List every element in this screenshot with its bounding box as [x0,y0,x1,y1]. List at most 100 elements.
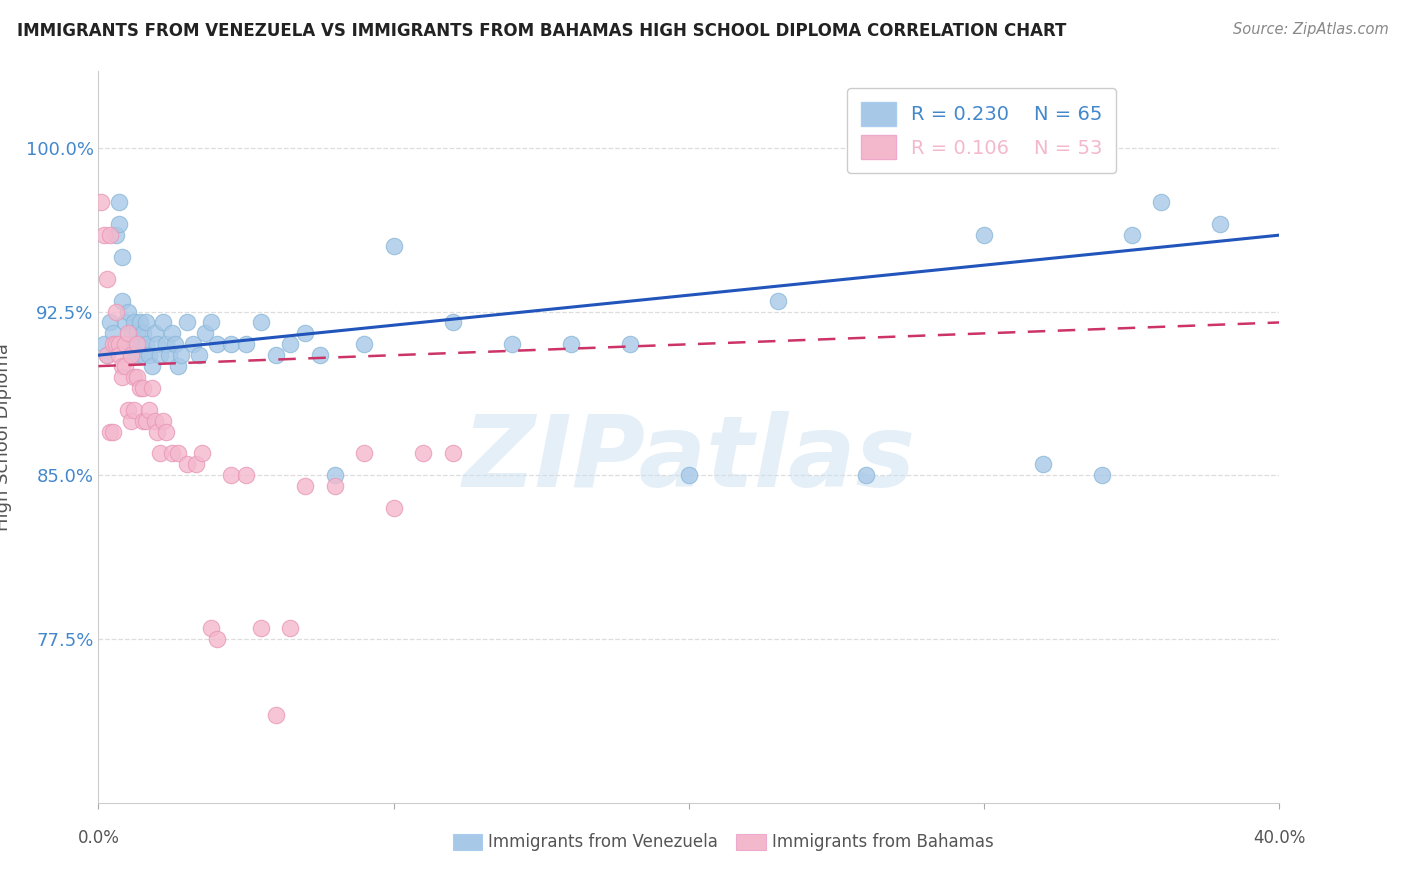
Point [111,359,134,373]
Point [108,195,131,210]
Point [96,348,118,362]
Point [117,304,139,318]
Point [114,337,136,351]
Point [176,315,198,329]
Point [132,348,155,362]
Text: 0.0%: 0.0% [77,829,120,847]
Point [280,621,302,635]
Point [560,337,582,351]
Point [205,632,228,646]
Point [103,425,125,439]
Y-axis label: High School Diploma: High School Diploma [0,343,11,531]
Text: Immigrants from Venezuela: Immigrants from Venezuela [488,833,718,851]
Point [155,337,177,351]
Point [170,348,193,362]
Point [138,348,160,362]
Point [176,458,198,472]
Point [250,621,273,635]
Point [93,337,115,351]
Point [117,337,139,351]
Point [96,348,118,362]
Point [200,315,222,329]
Point [122,402,145,417]
Point [280,337,302,351]
Point [98,425,121,439]
Point [125,370,148,384]
Point [353,337,375,351]
Point [120,348,142,362]
Point [441,446,464,460]
Point [1150,195,1173,210]
Point [501,337,523,351]
Point [138,402,160,417]
Text: ZIPatlas: ZIPatlas [463,410,915,508]
Point [105,304,128,318]
Point [90,195,112,210]
Point [128,315,150,329]
Point [1121,228,1143,243]
Point [141,381,163,395]
Point [146,337,169,351]
Point [235,337,257,351]
Point [93,228,115,243]
Point [135,315,157,329]
Point [111,250,134,264]
Point [96,272,118,286]
Point [181,337,204,351]
Point [120,414,142,428]
Point [264,348,287,362]
Point [98,315,121,329]
Point [165,337,187,351]
Point [264,708,287,723]
Point [120,326,142,341]
Point [619,337,641,351]
Point [117,402,139,417]
Point [122,370,145,384]
Point [157,348,180,362]
Point [98,228,121,243]
Point [323,479,346,493]
Point [132,326,155,341]
Point [766,293,789,308]
Point [108,217,131,231]
Point [122,315,145,329]
Point [323,468,346,483]
Point [191,446,214,460]
Point [111,370,134,384]
Point [235,468,257,483]
Point [412,446,434,460]
Point [187,348,209,362]
Text: Source: ZipAtlas.com: Source: ZipAtlas.com [1233,22,1389,37]
Text: IMMIGRANTS FROM VENEZUELA VS IMMIGRANTS FROM BAHAMAS HIGH SCHOOL DIPLOMA CORRELA: IMMIGRANTS FROM VENEZUELA VS IMMIGRANTS … [17,22,1066,40]
Point [105,337,128,351]
Point [382,239,405,253]
Point [250,315,273,329]
Point [135,414,157,428]
Point [1032,458,1054,472]
Point [141,359,163,373]
Point [117,326,139,341]
Point [125,348,148,362]
Point [294,326,316,341]
Point [122,337,145,351]
Point [143,326,166,341]
Point [125,326,148,341]
Point [309,348,332,362]
Text: 40.0%: 40.0% [1253,829,1306,847]
Point [152,414,174,428]
Point [221,468,243,483]
Text: Immigrants from Bahamas: Immigrants from Bahamas [772,833,994,851]
Point [678,468,700,483]
Point [125,337,148,351]
Point [200,621,222,635]
Point [149,348,172,362]
Point [855,468,877,483]
Point [105,228,128,243]
Point [103,326,125,341]
Point [162,326,183,341]
Point [155,425,177,439]
Legend: R = 0.230    N = 65, R = 0.106    N = 53: R = 0.230 N = 65, R = 0.106 N = 53 [846,88,1116,173]
Point [143,414,166,428]
Point [103,337,125,351]
Point [132,414,155,428]
